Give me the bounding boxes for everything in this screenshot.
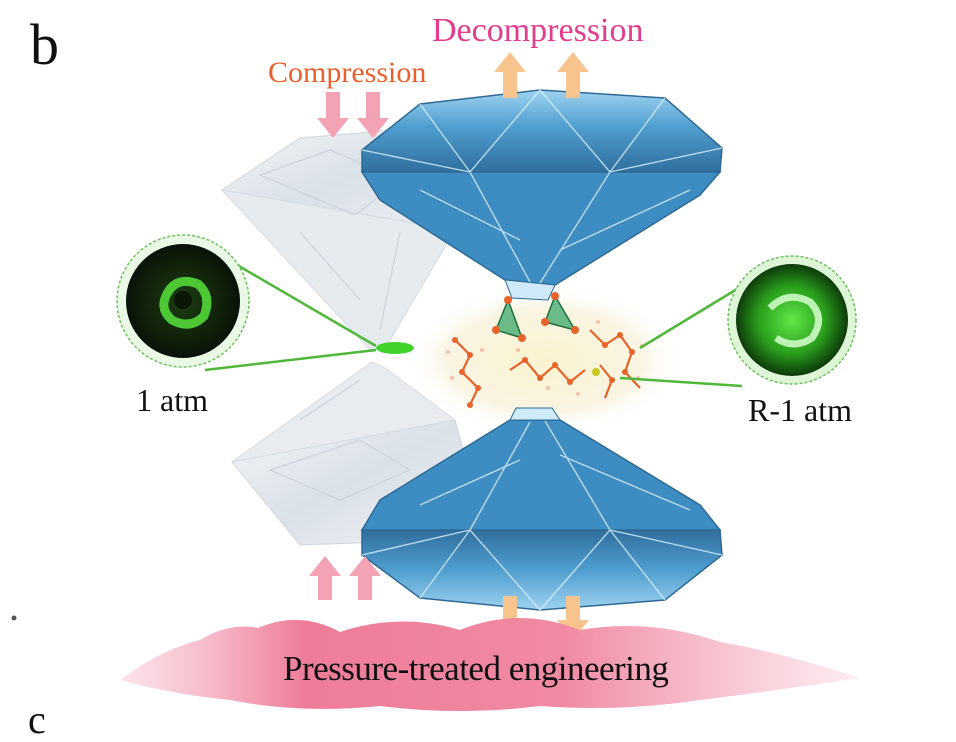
state-label-1atm: 1 atm [136, 382, 208, 418]
compression-label: Compression [268, 56, 427, 89]
top-diamond [360, 88, 723, 301]
compression-arrows-top [317, 92, 389, 138]
speck [11, 615, 17, 621]
sample-disc [376, 342, 414, 354]
luminescence-inset-1atm [116, 234, 250, 368]
molecular-structure [446, 292, 644, 408]
decompression-label: Decompression [432, 12, 644, 49]
figure-canvas [11, 52, 860, 711]
sample-chamber-glow [405, 285, 685, 435]
left-inset-connectors [204, 260, 377, 372]
compression-arrows-bottom [309, 556, 381, 600]
figure-panel [11, 52, 860, 711]
state-label-r1atm: R-1 atm [748, 392, 852, 428]
next-panel-letter: c [28, 697, 46, 742]
decompression-arrows-top [494, 52, 589, 98]
process-label: Pressure-treated engineering [283, 649, 669, 688]
panel-letter: b [30, 12, 59, 77]
luminescence-inset-r1atm [727, 255, 857, 385]
right-inset-connectors [619, 284, 743, 388]
pressure-wave [120, 618, 860, 711]
bottom-diamond [360, 407, 723, 612]
